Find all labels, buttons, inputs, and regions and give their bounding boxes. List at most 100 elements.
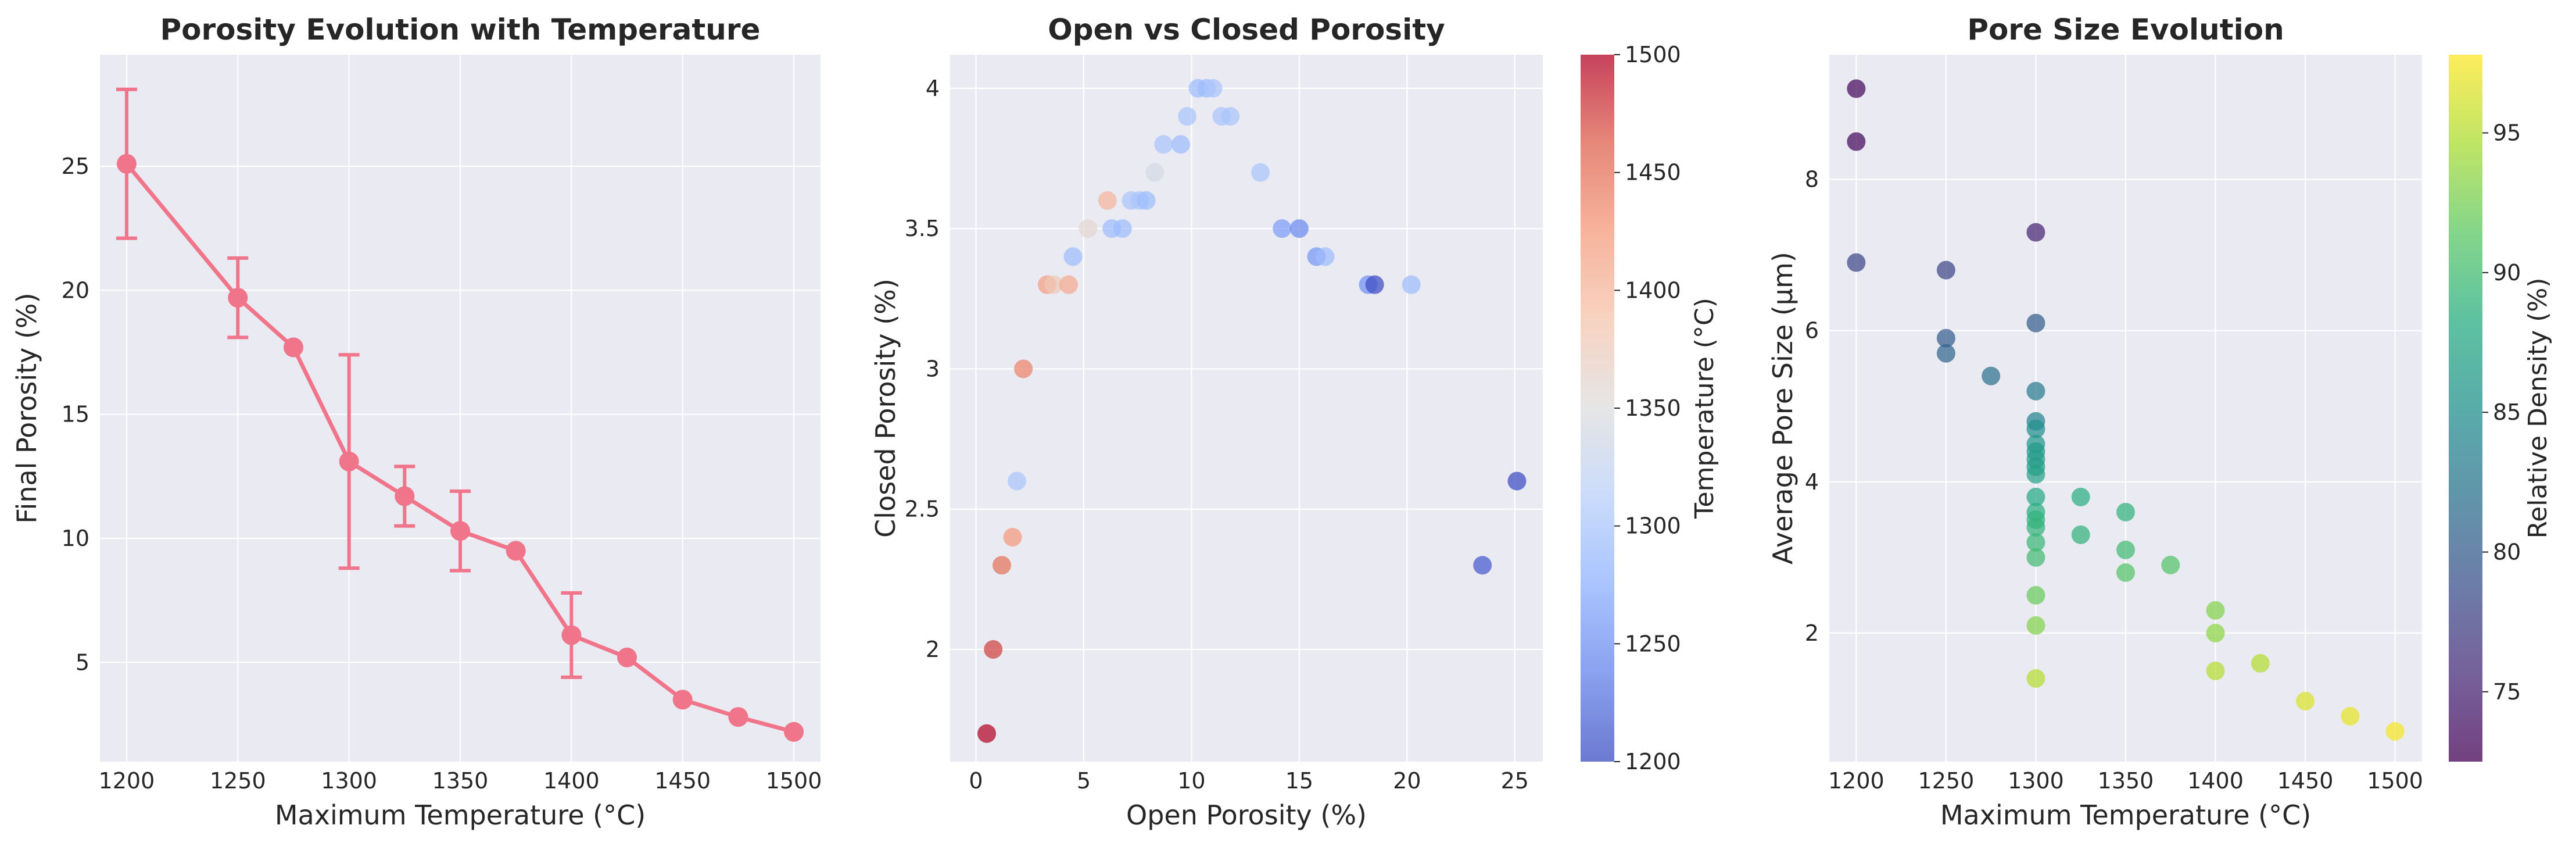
porosity-x-tick-label: 1350 — [432, 768, 489, 794]
porosity-data-point — [784, 722, 804, 742]
pore-size-point — [2026, 616, 2045, 635]
pore-size-y-tick-label: 6 — [1805, 318, 1819, 344]
pore-size-point — [1982, 366, 2001, 385]
pore-size-y-tick-label: 2 — [1805, 620, 1819, 646]
open-closed-point — [1273, 219, 1292, 238]
temperature-colorbar-tick-label: 1400 — [1625, 277, 1681, 303]
temperature-colorbar-tick-label: 1500 — [1625, 42, 1681, 67]
open-closed-point — [1098, 191, 1117, 210]
pore-size-point — [2251, 653, 2270, 673]
porosity-x-axis-label: Maximum Temperature (°C) — [275, 799, 646, 831]
open-closed-point — [1154, 135, 1173, 154]
pore-size-x-tick-label: 1200 — [1828, 768, 1884, 794]
open-closed-y-tick-label: 4 — [926, 76, 940, 101]
density-colorbar-tick-label: 80 — [2493, 540, 2521, 565]
pore-size-point — [2206, 661, 2225, 680]
open-closed-x-tick-label: 25 — [1501, 768, 1529, 794]
open-closed-point — [1003, 527, 1022, 547]
pore-size-y-tick-label: 4 — [1805, 469, 1819, 495]
open-closed-point — [1059, 275, 1078, 294]
pore-size-point — [2026, 313, 2045, 333]
open-closed-point — [1473, 556, 1492, 575]
open-closed-point — [1507, 472, 1527, 491]
open-closed-y-axis-label: Closed Porosity (%) — [870, 278, 901, 538]
temperature-colorbar-gradient — [1581, 55, 1614, 762]
porosity-data-point — [116, 153, 137, 174]
open-closed-point — [1365, 275, 1384, 294]
temperature-colorbar-tick-label: 1350 — [1625, 395, 1681, 421]
porosity-y-axis-label: Final Porosity (%) — [11, 292, 42, 523]
open-closed-x-tick-label: 5 — [1077, 768, 1091, 794]
open-closed-point — [1113, 219, 1132, 238]
open-closed-point — [1251, 163, 1270, 182]
temperature-colorbar-label: Temperature (°C) — [1690, 298, 1719, 519]
pore-size-point — [2026, 419, 2045, 438]
pore-size-point — [2206, 601, 2225, 620]
pore-size-grid — [1829, 55, 2422, 762]
pore-size-point — [2026, 487, 2045, 506]
density-colorbar-tick-label: 90 — [2493, 260, 2521, 285]
open-closed-y-tick-label: 3.5 — [905, 216, 940, 241]
pore-size-x-tick-label: 1300 — [2008, 768, 2064, 794]
open-closed-point — [1171, 135, 1190, 154]
pore-size-x-tick-label: 1250 — [1918, 768, 1975, 794]
pore-size-point — [2071, 525, 2090, 544]
porosity-data-point — [672, 690, 693, 710]
porosity-y-tick-label: 10 — [62, 526, 89, 551]
pore-size-point — [2116, 563, 2135, 582]
porosity-data-point — [561, 625, 582, 645]
open-closed-point — [1316, 247, 1335, 266]
porosity-data-point — [450, 521, 470, 541]
pore-size-point — [1936, 344, 1955, 363]
open-closed-point — [1178, 107, 1196, 126]
temperature-colorbar-tick-label: 1200 — [1625, 749, 1681, 774]
porosity-y-tick-label: 20 — [62, 277, 89, 303]
pore-size-point — [2026, 533, 2045, 552]
open-closed-y-tick-label: 3 — [926, 356, 940, 381]
porosity-title: Porosity Evolution with Temperature — [160, 13, 761, 47]
density-colorbar-label: Relative Density (%) — [2523, 278, 2553, 539]
open-closed-x-axis-label: Open Porosity (%) — [1126, 799, 1367, 831]
porosity-panel: 1200 1250 1300 1350 1400 1450 1500 5 10 15 20 25 Por… — [11, 13, 822, 831]
porosity-x-tick-label: 1250 — [210, 768, 266, 794]
porosity-data-point — [339, 451, 359, 472]
open-closed-point — [1145, 163, 1165, 182]
open-closed-grid — [950, 55, 1543, 762]
open-closed-point — [1402, 275, 1421, 294]
pore-size-point — [1936, 328, 1955, 348]
pore-size-x-axis-label: Maximum Temperature (°C) — [1940, 799, 2311, 831]
pore-size-point — [1847, 253, 1866, 272]
open-closed-x-tick-label: 0 — [969, 768, 983, 794]
pore-size-point — [1936, 260, 1955, 280]
open-closed-y-tick-label: 2 — [926, 637, 940, 662]
pore-size-point — [2116, 540, 2135, 559]
density-colorbar: 75 80 85 90 95 Relative Density (%) — [2449, 55, 2553, 762]
density-colorbar-tick-label: 95 — [2493, 120, 2521, 146]
open-closed-panel: 0 5 10 15 20 25 2 2.5 3 3.5 4 Open vs Closed Porosi… — [870, 13, 1543, 831]
density-colorbar-gradient — [2449, 55, 2482, 762]
pore-size-panel: 1200 1250 1300 1350 1400 1450 1500 2 4 6 8 Pore Siz… — [1767, 13, 2423, 831]
porosity-x-tick-label: 1300 — [321, 768, 377, 794]
porosity-data-point — [506, 541, 526, 561]
open-closed-title: Open vs Closed Porosity — [1048, 13, 1445, 47]
open-closed-point — [1203, 78, 1223, 98]
porosity-data-point — [617, 647, 637, 667]
pore-size-point — [2116, 502, 2135, 522]
porosity-data-point — [283, 337, 303, 358]
open-closed-point — [1289, 219, 1309, 238]
pore-size-point — [2341, 706, 2360, 726]
pore-size-y-tick-label: 8 — [1805, 167, 1819, 192]
pore-size-x-tick-label: 1350 — [2098, 768, 2154, 794]
porosity-y-tick-label: 5 — [76, 649, 89, 675]
pore-size-point — [2026, 548, 2045, 567]
porosity-data-point — [728, 707, 748, 727]
open-closed-x-tick-label: 15 — [1285, 768, 1313, 794]
pore-size-point — [1847, 132, 1866, 151]
temperature-colorbar-tick-label: 1300 — [1625, 513, 1681, 539]
pore-size-point — [2026, 223, 2045, 242]
pore-size-point — [2071, 487, 2090, 506]
pore-size-point — [2161, 555, 2180, 574]
open-closed-point — [1014, 359, 1033, 378]
density-colorbar-tick-label: 85 — [2493, 399, 2521, 425]
